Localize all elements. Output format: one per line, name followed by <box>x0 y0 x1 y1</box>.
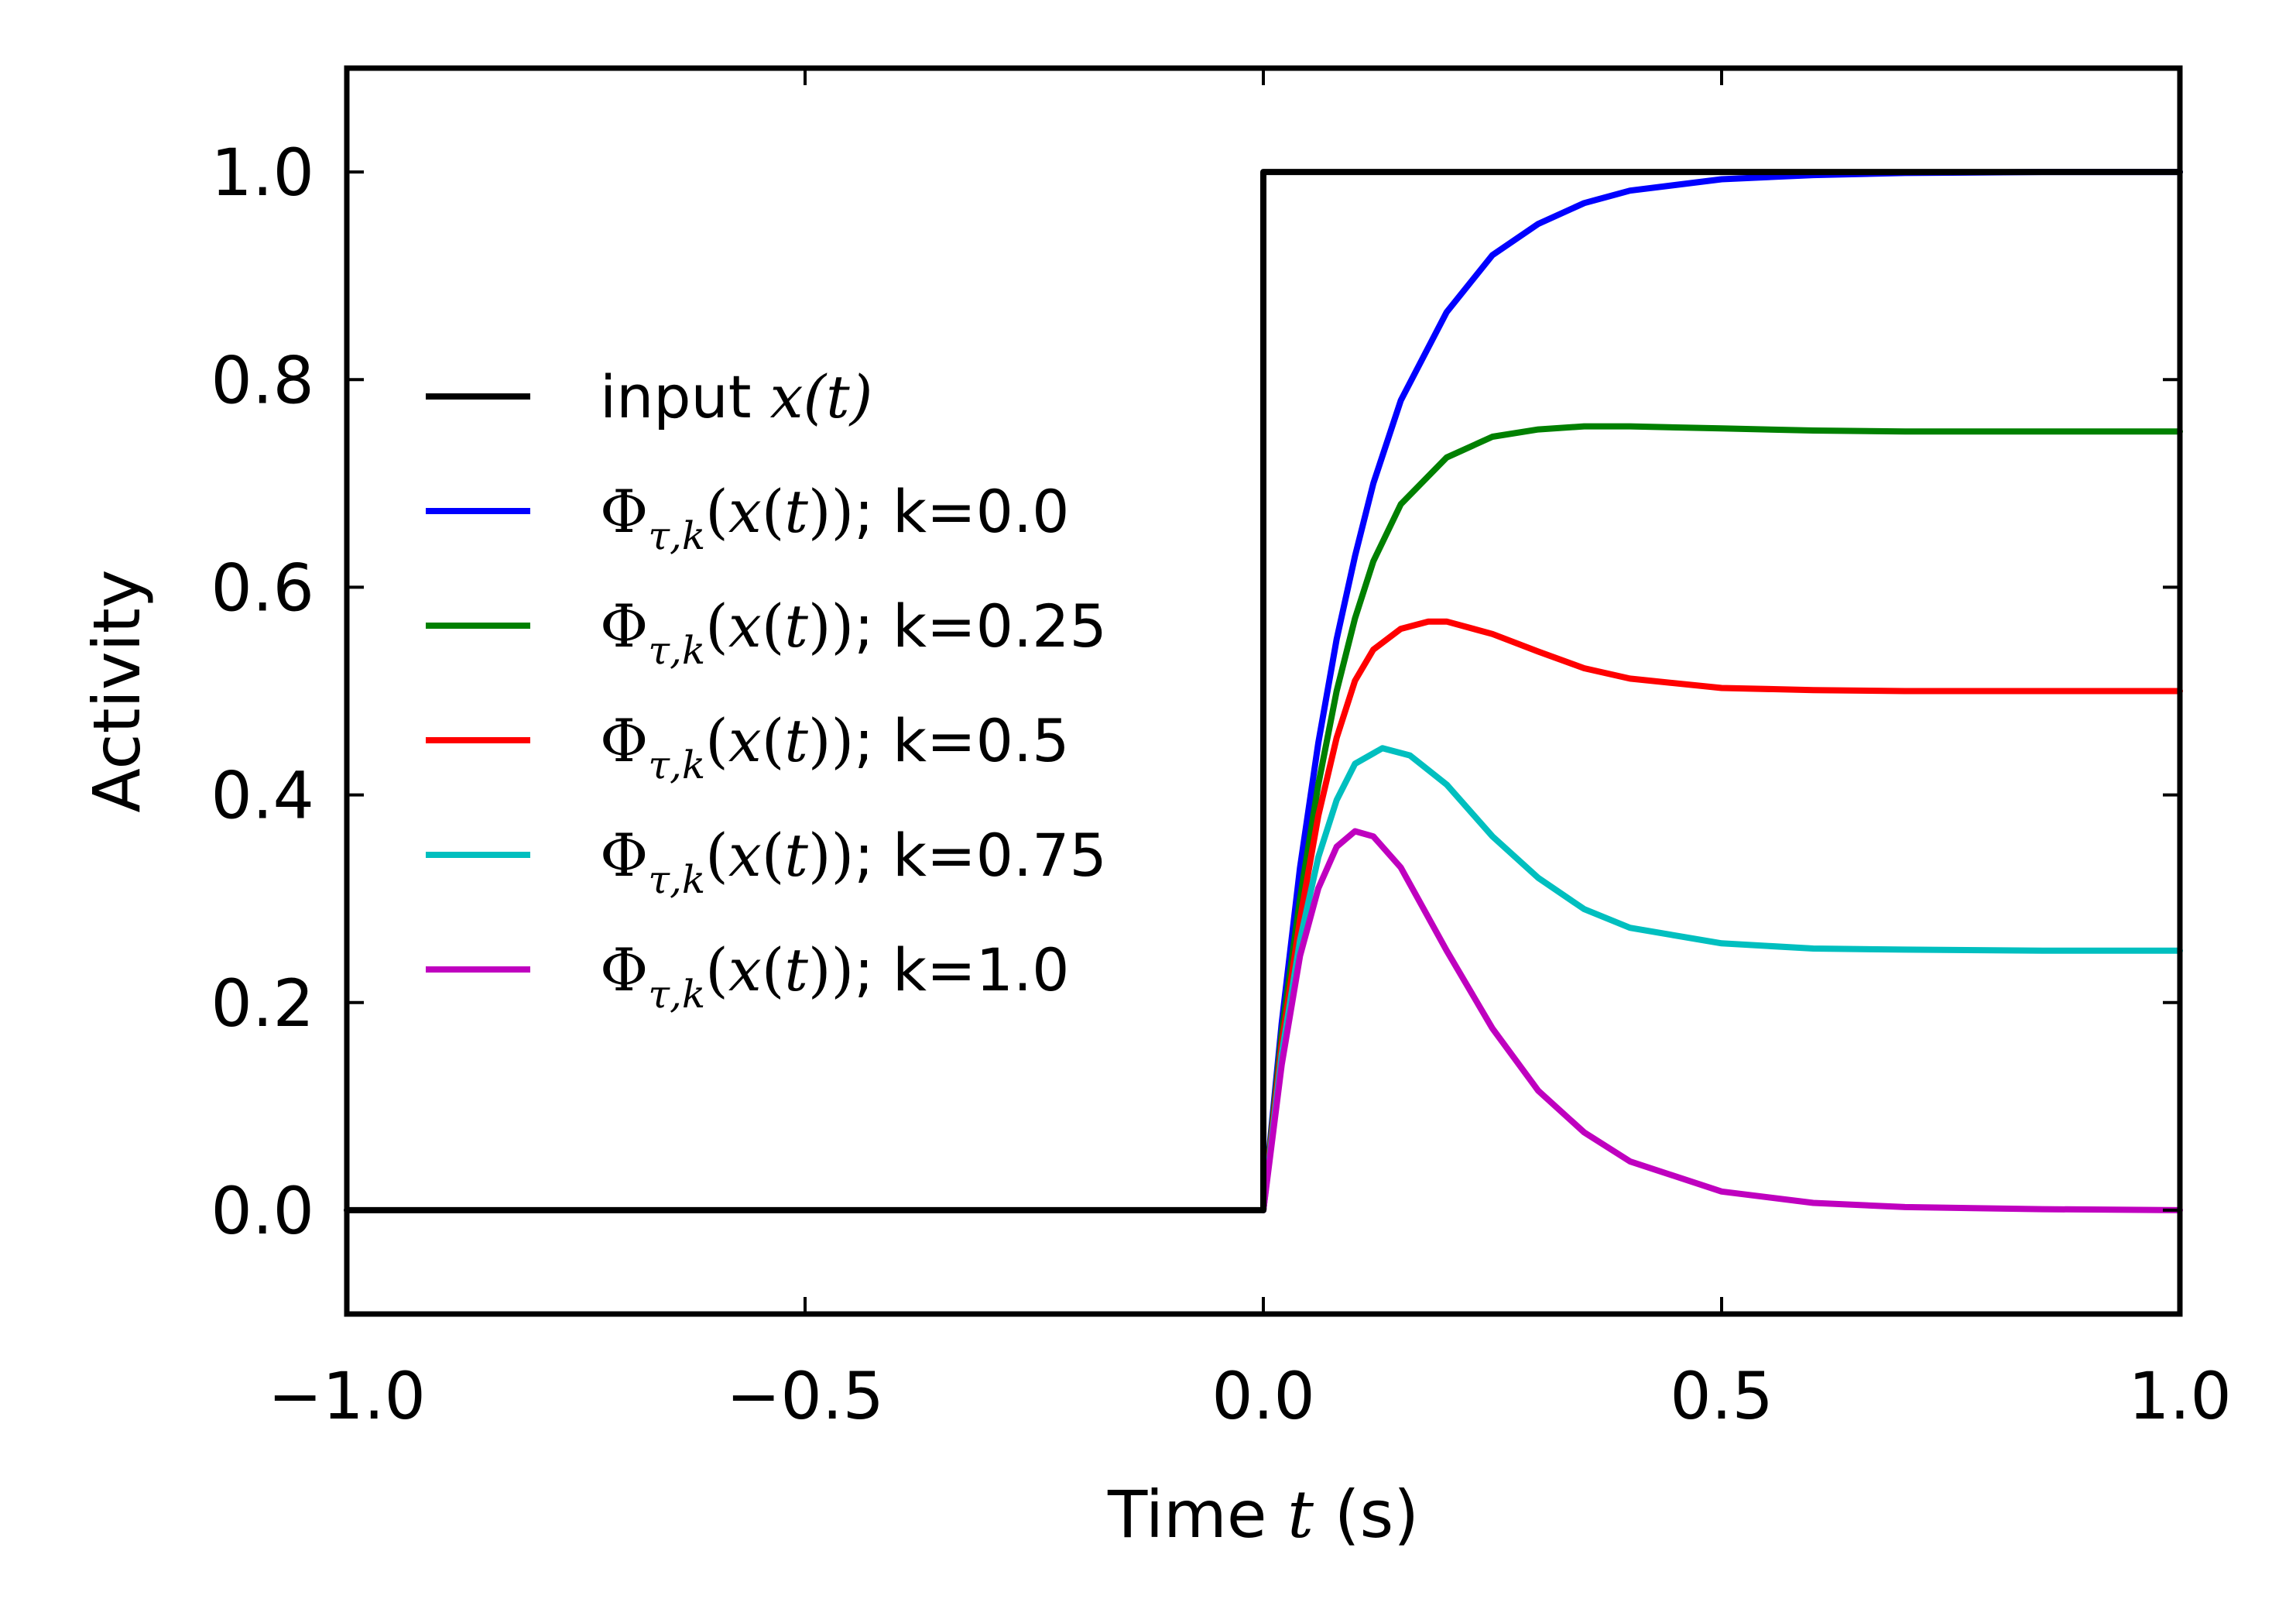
y-tick-label: 0.0 <box>211 1173 314 1249</box>
y-tick-label: 0.2 <box>211 966 314 1041</box>
legend-label-5: Φτ,k(x(t)); k=1.0 <box>600 935 1070 1017</box>
x-tick-label: −1.0 <box>268 1358 426 1434</box>
x-tick-label: 0.5 <box>1670 1358 1773 1434</box>
y-tick-label: 0.6 <box>211 550 314 626</box>
y-tick-label: 0.4 <box>211 758 314 834</box>
y-axis-label: Activity <box>79 569 155 812</box>
series-line-4 <box>1260 745 2183 1213</box>
legend-label-0: input x(t) <box>600 362 872 431</box>
legend-label-4: Φτ,k(x(t)); k=0.75 <box>600 821 1107 902</box>
y-tick-label: 1.0 <box>211 135 314 211</box>
series-line-0 <box>344 169 2183 1213</box>
x-axis-label-var: t <box>1287 1477 1314 1553</box>
x-tick-label: 0.0 <box>1211 1358 1315 1434</box>
series-line-5 <box>1260 828 2183 1213</box>
series-line-2 <box>1260 423 2183 1213</box>
y-tick-label: 0.8 <box>211 342 314 418</box>
series-layer <box>344 169 2183 1213</box>
x-tick-label: 1.0 <box>2128 1358 2232 1434</box>
legend-label-2: Φτ,k(x(t)); k=0.25 <box>600 592 1107 673</box>
x-axis-label-pre: Time <box>1107 1477 1287 1553</box>
legend-label-3: Φτ,k(x(t)); k=0.5 <box>600 706 1070 787</box>
x-axis-label-post: (s) <box>1314 1477 1419 1553</box>
x-axis-label: Time t (s) <box>1107 1477 1419 1553</box>
plot-frame <box>344 65 2183 1317</box>
series-line-3 <box>1260 618 2183 1213</box>
x-tick-label: −0.5 <box>726 1358 884 1434</box>
tick-layer: −1.0 −0.5 0.0 0.5 1.0 0.0 0.2 0.4 0.6 0.8 1.0 <box>211 68 2232 1434</box>
legend-label-1: Φτ,k(x(t)); k=0.0 <box>600 477 1070 558</box>
legend: input x(t) Φτ,k(x(t)); k=0.0 Φτ,k(x(t)); k… <box>426 362 1107 1017</box>
